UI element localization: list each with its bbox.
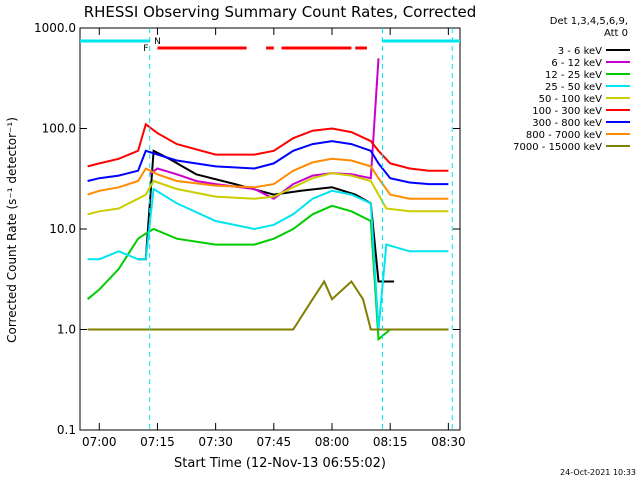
flag-label-n: N — [154, 37, 161, 47]
plot-frame — [79, 27, 461, 431]
series-line-7 — [87, 140, 449, 186]
series-line-2 — [149, 58, 380, 200]
x-tick-label-6: 08:15 — [373, 435, 408, 449]
x-tick-label-4: 07:45 — [257, 435, 292, 449]
y-tick-label-1: 0.1 — [57, 423, 76, 437]
y-tick-label-5: 1000.0 — [34, 21, 76, 35]
legend-label-8: 800 - 7000 keV — [526, 130, 602, 141]
y-tick-label-2: 1.0 — [57, 323, 76, 337]
legend-label-1: 3 - 6 keV — [558, 46, 602, 57]
x-tick-label-2: 07:15 — [140, 435, 175, 449]
legend-label-9: 7000 - 15000 keV — [513, 142, 602, 153]
legend-title-1: Det 1,3,4,5,6,9, — [550, 16, 628, 27]
x-tick-label-3: 07:30 — [198, 435, 233, 449]
axes-layer: 0.1 1.0 10.0 100.0 1000.0 07:00 07:15 07:30 07:4… — [34, 21, 466, 449]
series-line-5 — [87, 172, 449, 216]
series-line-1 — [138, 149, 395, 283]
x-tick-label-7: 08:30 — [431, 435, 466, 449]
flag-label-f: F — [143, 44, 148, 54]
y-tick-label-3: 10.0 — [49, 222, 76, 236]
x-axis-label: Start Time (12-Nov-13 06:55:02) — [174, 456, 386, 471]
series-line-6 — [87, 122, 449, 172]
timestamp: 24-Oct-2021 10:33 — [560, 468, 636, 477]
legend-label-5: 50 - 100 keV — [539, 94, 603, 105]
chart-title: RHESSI Observing Summary Count Rates, Co… — [84, 3, 477, 21]
legend-label-4: 25 - 50 keV — [545, 82, 602, 93]
legend-title-2: Att 0 — [604, 28, 628, 39]
series-line-4 — [87, 187, 449, 330]
series-line-9 — [87, 279, 449, 331]
y-axis-label: Corrected Count Rate (s⁻¹ detector⁻¹) — [5, 117, 19, 343]
y-tick-label-4: 100.0 — [42, 122, 76, 136]
series-line-3 — [86, 204, 449, 342]
legend-label-7: 300 - 800 keV — [532, 118, 602, 129]
series-line-8 — [87, 157, 449, 200]
x-tick-label-5: 08:00 — [315, 435, 350, 449]
legend-label-2: 6 - 12 keV — [551, 58, 602, 69]
series-layer — [86, 58, 449, 342]
legend-label-6: 100 - 300 keV — [532, 106, 602, 117]
flags-layer: FN — [80, 28, 460, 430]
x-tick-label-1: 07:00 — [82, 435, 117, 449]
legend-label-3: 12 - 25 keV — [545, 70, 602, 81]
plot-border — [79, 27, 461, 431]
